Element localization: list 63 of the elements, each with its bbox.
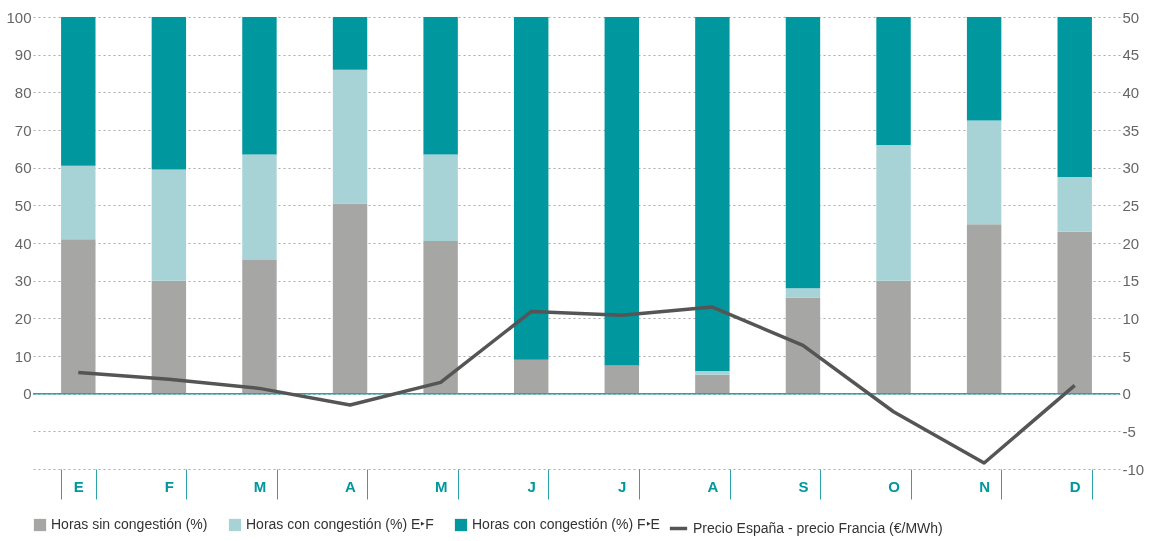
bar [423, 17, 458, 155]
y2-tick-label: 0 [1122, 385, 1131, 403]
x-tick-label: J [618, 477, 627, 495]
bar [785, 17, 821, 289]
bar [876, 17, 911, 146]
y2-tick-label: 25 [1122, 196, 1140, 214]
y2-tick-label: 45 [1122, 46, 1140, 64]
bar [61, 165, 96, 240]
x-tick-label: A [707, 477, 719, 495]
x-tick-label: M [253, 477, 267, 495]
bar [332, 17, 368, 70]
bar [1057, 177, 1092, 232]
bar [785, 288, 821, 298]
x-tick-label: A [345, 477, 357, 495]
y-tick-label: 50 [14, 196, 32, 214]
bar [151, 17, 187, 170]
legend-label: Horas con congestión (%) F‣E [472, 516, 660, 532]
y2-tick-label: 10 [1122, 309, 1140, 327]
y2-tick-label: 5 [1122, 347, 1131, 365]
y-tick-label: 40 [14, 234, 32, 252]
x-tick-label: D [1069, 477, 1081, 495]
y2-tick-label: 50 [1122, 8, 1140, 26]
x-tick-label: S [798, 477, 809, 495]
y-tick-label: 90 [14, 46, 32, 64]
y-tick-label: 10 [14, 347, 32, 365]
x-tick-label: N [979, 477, 991, 495]
y-tick-label: 20 [14, 309, 32, 327]
bar [242, 17, 277, 155]
y-tick-label: 80 [14, 83, 32, 101]
bar [604, 17, 639, 366]
x-tick-label: F [164, 477, 174, 495]
y2-tick-label: -5 [1122, 422, 1136, 440]
legend-label: Horas sin congestión (%) [51, 516, 208, 532]
bar [876, 145, 911, 281]
y2-tick-label: 20 [1122, 234, 1140, 252]
legend-label: Precio España - precio Francia (€/MWh) [693, 519, 943, 536]
y-tick-label: 70 [14, 121, 32, 139]
line-series [76, 305, 1077, 465]
y-tick-label: 100 [6, 8, 32, 26]
y2-tick-label: -10 [1122, 460, 1145, 478]
y2-tick-label: 35 [1122, 121, 1140, 139]
y-tick-label: 0 [23, 385, 32, 403]
y-tick-label: 60 [14, 159, 32, 177]
bar [1057, 17, 1092, 178]
bar [966, 17, 1002, 121]
bar [332, 69, 368, 204]
x-tick-label: J [527, 477, 536, 495]
bar [695, 371, 730, 375]
bar [966, 120, 1002, 225]
legend-label: Horas con congestión (%) E‣F [246, 516, 434, 532]
y2-tick-label: 30 [1122, 159, 1140, 177]
y-tick-label: 30 [14, 272, 32, 290]
bar [61, 17, 96, 166]
bar [514, 17, 549, 360]
bar [423, 154, 458, 242]
x-tick-label: E [73, 477, 84, 495]
x-tick-label: M [434, 477, 448, 495]
y2-tick-label: 40 [1122, 83, 1140, 101]
y2-tick-label: 15 [1122, 272, 1140, 290]
bar [695, 17, 730, 372]
bar [242, 154, 277, 260]
bar [151, 169, 187, 281]
x-tick-label: O [888, 477, 901, 495]
